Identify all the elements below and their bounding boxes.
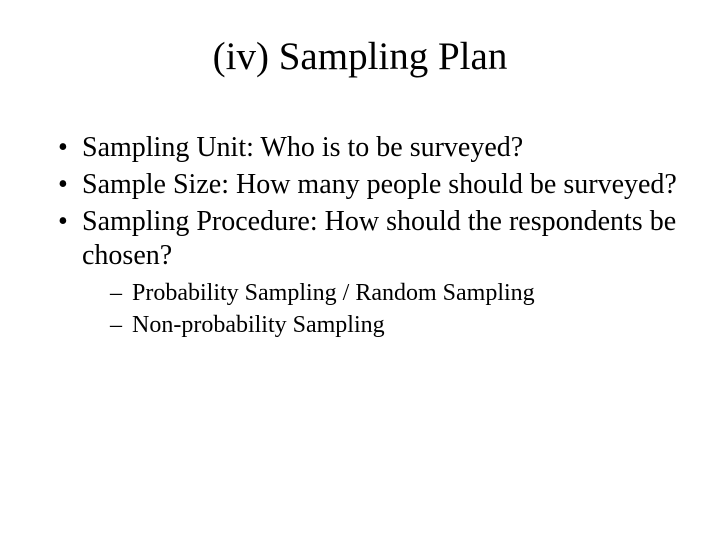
list-item: Sampling Unit: Who is to be surveyed? [54,131,680,165]
list-item: Sampling Procedure: How should the respo… [54,205,680,339]
sub-bullet-text: Non-probability Sampling [132,312,385,338]
bullet-list: Sampling Unit: Who is to be surveyed? Sa… [54,131,680,340]
slide-body: Sampling Unit: Who is to be surveyed? Sa… [54,131,680,340]
list-item: Probability Sampling / Random Sampling [110,278,680,308]
list-item: Non-probability Sampling [110,310,680,340]
slide-title: (iv) Sampling Plan [0,0,720,79]
sub-bullet-text: Probability Sampling / Random Sampling [132,280,535,306]
slide: (iv) Sampling Plan Sampling Unit: Who is… [0,0,720,540]
bullet-text: Sample Size: How many people should be s… [82,169,677,200]
bullet-text: Sampling Procedure: How should the respo… [82,206,676,271]
list-item: Sample Size: How many people should be s… [54,168,680,202]
sub-bullet-list: Probability Sampling / Random Sampling N… [110,278,680,340]
bullet-text: Sampling Unit: Who is to be surveyed? [82,132,523,163]
